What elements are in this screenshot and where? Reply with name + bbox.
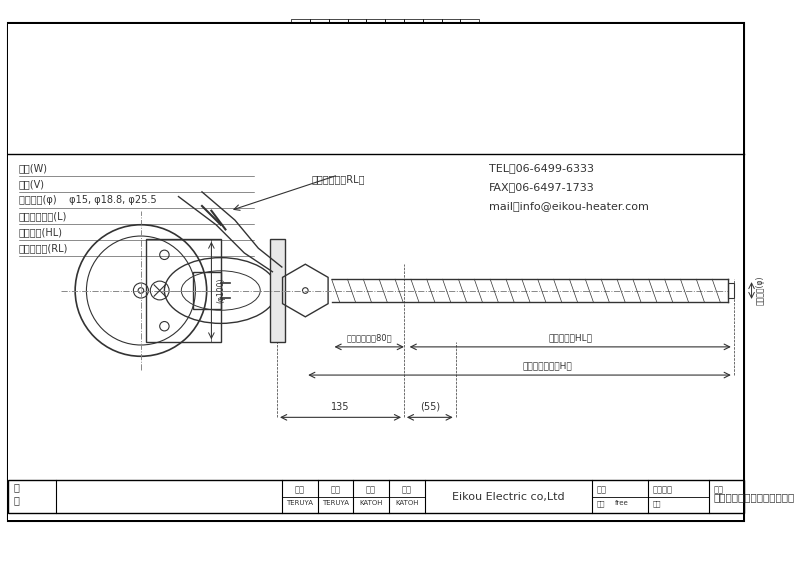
Text: 電圧(V): 電圧(V) bbox=[18, 179, 45, 190]
Text: 135: 135 bbox=[331, 402, 350, 411]
Bar bbox=[727, 289, 744, 300]
Text: FAX：06-6497-1733: FAX：06-6497-1733 bbox=[489, 182, 594, 192]
Text: 名称: 名称 bbox=[714, 485, 724, 494]
Text: パイプ径(φ): パイプ径(φ) bbox=[755, 276, 764, 305]
Text: Eikou Electric co,Ltd: Eikou Electric co,Ltd bbox=[452, 492, 565, 501]
Bar bbox=[7, 481, 744, 513]
Text: 検図: 検図 bbox=[330, 485, 340, 494]
Text: 承認: 承認 bbox=[294, 485, 305, 494]
Text: TERUYA: TERUYA bbox=[322, 500, 349, 507]
Text: 訂: 訂 bbox=[13, 495, 19, 505]
Text: 管理番号: 管理番号 bbox=[653, 485, 673, 494]
Text: 設計: 設計 bbox=[366, 485, 376, 494]
Text: フレキシブルボルトヒーター: フレキシブルボルトヒーター bbox=[714, 492, 795, 501]
Bar bbox=[366, 19, 385, 27]
Bar bbox=[728, 283, 734, 298]
Text: リード線長(RL): リード線長(RL) bbox=[18, 243, 68, 253]
Bar bbox=[310, 19, 329, 27]
Text: KATOH: KATOH bbox=[359, 500, 383, 507]
Bar bbox=[460, 19, 479, 27]
Text: 発熱長さ（HL）: 発熱長さ（HL） bbox=[548, 333, 592, 342]
Text: パイプ径(φ)    φ15, φ18.8, φ25.5: パイプ径(φ) φ15, φ18.8, φ25.5 bbox=[18, 195, 157, 205]
Bar bbox=[727, 300, 744, 311]
Bar bbox=[7, 277, 25, 289]
Bar bbox=[727, 277, 744, 289]
Text: free: free bbox=[615, 500, 629, 507]
Bar bbox=[7, 289, 25, 300]
Bar bbox=[146, 239, 221, 342]
Bar bbox=[291, 19, 310, 27]
Bar bbox=[347, 19, 366, 27]
Text: ヒーター長さ(L): ヒーター長さ(L) bbox=[18, 211, 67, 221]
Bar bbox=[7, 300, 25, 311]
Text: TEL：06-6499-6333: TEL：06-6499-6333 bbox=[489, 164, 594, 173]
Text: 製図: 製図 bbox=[402, 485, 412, 494]
Bar bbox=[329, 19, 347, 27]
Text: (φ100): (φ100) bbox=[216, 278, 225, 303]
Text: 図番: 図番 bbox=[653, 500, 662, 507]
Text: TERUYA: TERUYA bbox=[286, 500, 313, 507]
Bar bbox=[270, 239, 285, 342]
Text: 非発熱長さ（80）: 非発熱長さ（80） bbox=[346, 333, 392, 342]
Text: リード線長（RL）: リード線長（RL） bbox=[311, 174, 365, 185]
Bar bbox=[385, 19, 404, 27]
Bar bbox=[442, 19, 460, 27]
Text: 発熱長さ(HL): 発熱長さ(HL) bbox=[18, 228, 62, 237]
Text: ヒーター長さ（H）: ヒーター長さ（H） bbox=[523, 361, 573, 370]
Bar bbox=[193, 272, 221, 309]
Text: (55): (55) bbox=[420, 402, 440, 411]
Text: KATOH: KATOH bbox=[395, 500, 418, 507]
Bar bbox=[404, 19, 422, 27]
Text: 改: 改 bbox=[13, 482, 19, 492]
Text: 尺度: 尺度 bbox=[597, 500, 605, 507]
Text: mail：info@eikou-heater.com: mail：info@eikou-heater.com bbox=[489, 201, 648, 211]
Text: 容量(W): 容量(W) bbox=[18, 164, 48, 173]
Text: 日付: 日付 bbox=[597, 485, 606, 494]
Bar bbox=[422, 19, 442, 27]
